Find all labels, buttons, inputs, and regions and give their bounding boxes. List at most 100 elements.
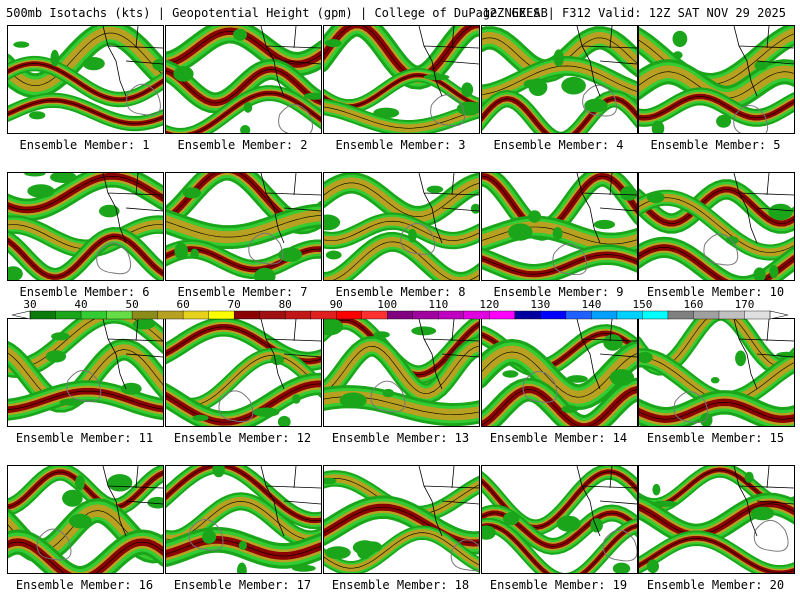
colorbar-swatch [107, 311, 133, 319]
isotach-blob [340, 393, 367, 409]
isotach-blob [673, 51, 683, 59]
colorbar-swatch [489, 311, 515, 319]
isotach-blob [240, 125, 250, 133]
isotach-blob [424, 74, 450, 80]
colorbar-swatch [693, 311, 719, 319]
member-label: Ensemble Member: 3 [323, 138, 478, 152]
ensemble-panel[interactable] [7, 172, 164, 281]
ensemble-panel[interactable] [481, 465, 638, 574]
isotach-blob [202, 530, 216, 544]
member-label: Ensemble Member: 1 [7, 138, 162, 152]
ensemble-panel[interactable] [7, 25, 164, 134]
ensemble-panel[interactable] [323, 465, 480, 574]
member-label: Ensemble Member: 17 [165, 578, 320, 592]
ensemble-panel[interactable] [7, 318, 164, 427]
isotach-blob [735, 351, 746, 367]
isotach-blob [590, 518, 603, 532]
colorbar-swatch [30, 311, 56, 319]
isotach-map [639, 173, 794, 280]
ensemble-panel[interactable] [481, 25, 638, 134]
colorbar-swatch [56, 311, 82, 319]
colorbar-swatch [591, 311, 617, 319]
member-label: Ensemble Member: 20 [638, 578, 793, 592]
isotach-blob [751, 507, 775, 520]
ensemble-panel[interactable] [323, 318, 480, 427]
isotach-map [639, 26, 794, 133]
isotach-blob [528, 210, 541, 222]
isotach-map [639, 466, 794, 573]
isotach-blob [427, 186, 443, 194]
colorbar-min-arrow [12, 311, 30, 319]
ensemble-panel[interactable] [638, 318, 795, 427]
valid-time: 12Z GEFS | F312 Valid: 12Z SAT NOV 29 20… [483, 6, 786, 20]
isotach-blob [613, 563, 630, 573]
member-label: Ensemble Member: 18 [323, 578, 478, 592]
ensemble-panel[interactable] [7, 465, 164, 574]
isotach-map [324, 173, 479, 280]
colorbar-swatch [719, 311, 745, 319]
colorbar-swatch [132, 311, 158, 319]
colorbar-swatch [183, 311, 209, 319]
isotach-blob [233, 29, 247, 41]
ensemble-panel[interactable] [638, 25, 795, 134]
isotach-map [8, 466, 163, 573]
colorbar-strip [10, 310, 790, 320]
member-label: Ensemble Member: 2 [165, 138, 320, 152]
colorbar-swatch [336, 311, 362, 319]
isotach-map [166, 319, 321, 426]
ensemble-panel[interactable] [638, 465, 795, 574]
product-title: 500mb Isotachs (kts) | Geopotential Heig… [6, 6, 548, 20]
isotach-blob [561, 77, 586, 95]
isotach-blob [408, 229, 417, 242]
isotach-blob [325, 546, 351, 559]
isotach-blob [239, 541, 247, 550]
map-header: 500mb Isotachs (kts) | Geopotential Heig… [0, 2, 800, 22]
isotach-blob [107, 474, 132, 491]
isotach-map [482, 173, 637, 280]
isotach-blob [610, 369, 634, 386]
isotach-blob [647, 192, 665, 203]
member-label: Ensemble Member: 15 [638, 431, 793, 445]
ensemble-panel[interactable] [165, 25, 322, 134]
colorbar-swatch [540, 311, 566, 319]
gray-contour [754, 520, 788, 551]
colorbar-swatch [311, 311, 337, 319]
isotach-blob [133, 319, 155, 329]
isotach-map [482, 319, 637, 426]
colorbar-max-arrow [770, 311, 788, 319]
ensemble-panel[interactable] [481, 172, 638, 281]
colorbar-swatch [260, 311, 286, 319]
colorbar-swatch [285, 311, 311, 319]
colorbar-swatch [566, 311, 592, 319]
ensemble-panel[interactable] [165, 318, 322, 427]
isotach-blob [383, 389, 394, 397]
isotach-blob [174, 243, 188, 260]
isotach-blob [769, 265, 778, 278]
isotach-blob [562, 405, 579, 413]
isotach-map [166, 466, 321, 573]
isotach-blob [508, 224, 532, 241]
ensemble-panel[interactable] [638, 172, 795, 281]
ensemble-panel[interactable] [165, 172, 322, 281]
isotach-blob [594, 220, 615, 229]
isotach-blob [324, 215, 340, 231]
isotach-blob [373, 331, 389, 338]
isotach-blob [324, 319, 343, 335]
member-label: Ensemble Member: 7 [165, 285, 320, 299]
isotach-blob [652, 484, 660, 496]
isotach-blob [603, 334, 622, 350]
colorbar-swatch [413, 311, 439, 319]
isotach-blob [190, 249, 198, 259]
member-label: Ensemble Member: 11 [7, 431, 162, 445]
isotach-blob [620, 186, 637, 200]
colorbar-swatch [234, 311, 260, 319]
ensemble-panel[interactable] [323, 172, 480, 281]
member-label: Ensemble Member: 4 [481, 138, 636, 152]
ensemble-panel[interactable] [165, 465, 322, 574]
isotach-blob [83, 57, 105, 70]
colorbar: 30 40 50 60 70 80 90 100 110 120 130 140 150 160 170 [10, 298, 790, 320]
isotach-blob [75, 475, 85, 490]
ensemble-panel[interactable] [481, 318, 638, 427]
ensemble-panel[interactable] [323, 25, 480, 134]
isotach-map [324, 319, 479, 426]
